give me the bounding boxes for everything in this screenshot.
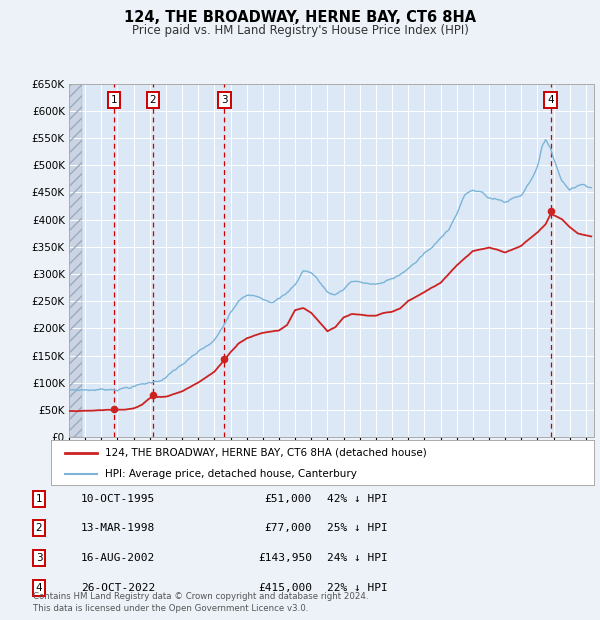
Text: 22% ↓ HPI: 22% ↓ HPI	[327, 583, 388, 593]
Text: 24% ↓ HPI: 24% ↓ HPI	[327, 553, 388, 563]
Text: £415,000: £415,000	[258, 583, 312, 593]
Text: 4: 4	[35, 583, 43, 593]
Text: 42% ↓ HPI: 42% ↓ HPI	[327, 494, 388, 504]
Text: £143,950: £143,950	[258, 553, 312, 563]
Text: 4: 4	[547, 95, 554, 105]
Text: 3: 3	[221, 95, 228, 105]
Bar	[69, 84, 82, 437]
Text: 10-OCT-1995: 10-OCT-1995	[81, 494, 155, 504]
Text: 3: 3	[35, 553, 43, 563]
Text: 124, THE BROADWAY, HERNE BAY, CT6 8HA: 124, THE BROADWAY, HERNE BAY, CT6 8HA	[124, 10, 476, 25]
Text: HPI: Average price, detached house, Canterbury: HPI: Average price, detached house, Cant…	[106, 469, 357, 479]
Text: 13-MAR-1998: 13-MAR-1998	[81, 523, 155, 533]
Text: 2: 2	[149, 95, 157, 105]
Text: 1: 1	[110, 95, 117, 105]
Text: £77,000: £77,000	[265, 523, 312, 533]
Text: 25% ↓ HPI: 25% ↓ HPI	[327, 523, 388, 533]
Text: 2: 2	[35, 523, 43, 533]
Bar	[69, 84, 82, 437]
Text: Contains HM Land Registry data © Crown copyright and database right 2024.
This d: Contains HM Land Registry data © Crown c…	[33, 591, 368, 613]
Text: 124, THE BROADWAY, HERNE BAY, CT6 8HA (detached house): 124, THE BROADWAY, HERNE BAY, CT6 8HA (d…	[106, 448, 427, 458]
Text: £51,000: £51,000	[265, 494, 312, 504]
Text: 1: 1	[35, 494, 43, 504]
Text: Price paid vs. HM Land Registry's House Price Index (HPI): Price paid vs. HM Land Registry's House …	[131, 24, 469, 37]
Text: 26-OCT-2022: 26-OCT-2022	[81, 583, 155, 593]
Text: 16-AUG-2002: 16-AUG-2002	[81, 553, 155, 563]
